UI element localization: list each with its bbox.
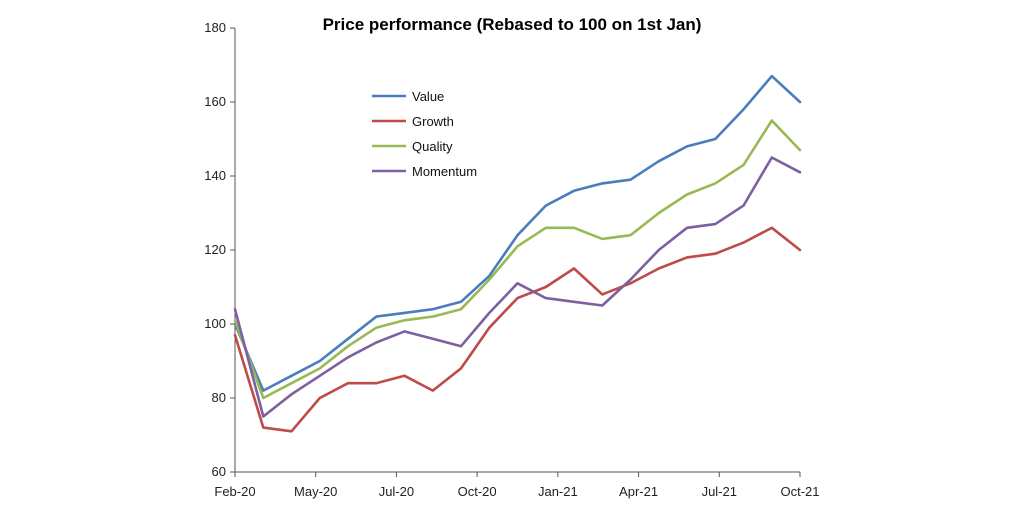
legend-label-value: Value <box>412 89 444 104</box>
chart-title: Price performance (Rebased to 100 on 1st… <box>323 15 702 34</box>
series-line-momentum <box>233 156 802 418</box>
series-layer <box>233 74 802 433</box>
y-tick-label: 180 <box>204 20 226 35</box>
y-tick-label: 100 <box>204 316 226 331</box>
legend-label-quality: Quality <box>412 139 453 154</box>
x-tick-label: Oct-20 <box>458 484 497 499</box>
y-tick-label: 120 <box>204 242 226 257</box>
series-line-value <box>233 74 802 392</box>
legend-label-growth: Growth <box>412 114 454 129</box>
axes: 60 80 100 120 140 160 180 Feb-20 May-20 Jul-20 Oct… <box>204 20 819 499</box>
x-tick-label: Jul-20 <box>379 484 414 499</box>
legend-label-momentum: Momentum <box>412 164 477 179</box>
y-tick-label: 60 <box>212 464 226 479</box>
x-tick-label: Jul-21 <box>702 484 737 499</box>
y-tick-label: 80 <box>212 390 226 405</box>
x-tick-label: Apr-21 <box>619 484 658 499</box>
legend: Value Growth Quality Momentum <box>372 89 477 179</box>
series-line-quality <box>233 119 802 400</box>
series-line-growth <box>233 226 802 433</box>
y-tick-label: 140 <box>204 168 226 183</box>
x-tick-label: Jan-21 <box>538 484 578 499</box>
y-tick-label: 160 <box>204 94 226 109</box>
x-tick-label: May-20 <box>294 484 337 499</box>
x-tick-label: Feb-20 <box>214 484 255 499</box>
x-tick-label: Oct-21 <box>780 484 819 499</box>
